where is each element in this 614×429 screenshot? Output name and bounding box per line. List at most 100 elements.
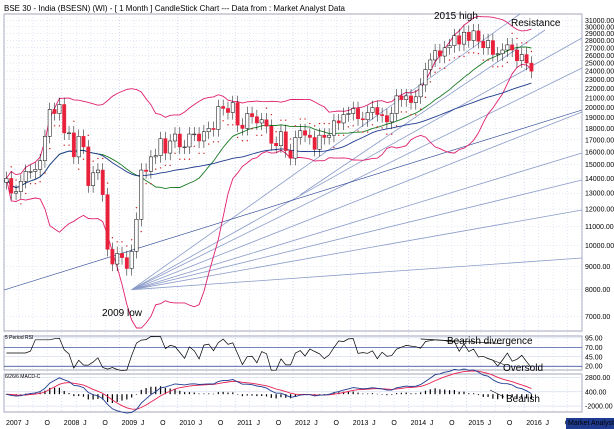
sar-dot	[63, 144, 65, 146]
candle-body	[95, 169, 100, 174]
x-tick-label: J	[314, 420, 318, 427]
macd-hist-bar	[155, 386, 157, 395]
macd-hist-bar	[68, 393, 70, 395]
candle-body	[211, 128, 216, 130]
x-tick-label: O	[160, 420, 166, 427]
sar-dot	[434, 71, 436, 73]
macd-hist-bar	[25, 393, 27, 395]
candle-body	[293, 137, 298, 159]
sar-dot	[429, 81, 431, 83]
candle-body	[375, 107, 380, 115]
candle-body	[105, 194, 110, 250]
macd-hist-bar	[106, 394, 109, 403]
macd-hist-bar	[92, 394, 94, 400]
macd-hist-bar	[212, 393, 215, 395]
macd-hist-bar	[256, 394, 258, 397]
sar-dot	[208, 143, 210, 145]
candle-body	[399, 95, 404, 100]
macd-hist-bar	[448, 390, 451, 395]
candle-body	[423, 69, 428, 86]
candle-body	[283, 131, 288, 151]
candle-body	[168, 140, 173, 154]
sar-dot	[342, 134, 345, 136]
y-tick-label: 16000.00	[585, 149, 614, 156]
candle-body	[245, 113, 250, 129]
macd-hist-bar	[53, 387, 56, 395]
macd-hist-bar	[429, 389, 431, 395]
macd-tick-label: 2800.00	[585, 375, 610, 382]
sar-dot	[487, 59, 489, 61]
rsi-tick-label: 70.00	[585, 345, 603, 352]
sar-dot	[506, 61, 509, 64]
candle-body	[47, 109, 52, 137]
sar-dot	[111, 237, 114, 239]
candle-body	[394, 95, 399, 114]
macd-hist-bar	[179, 390, 181, 395]
macd-hist-bar	[280, 394, 282, 398]
candle-body	[14, 191, 18, 194]
sar-dot	[116, 241, 118, 243]
x-tick-label: J	[372, 420, 376, 427]
sar-dot	[309, 122, 311, 125]
sar-dot	[285, 119, 287, 121]
sar-dot	[299, 118, 301, 120]
macd-hist-bar	[362, 393, 364, 395]
y-tick-label: 20000.00	[585, 105, 614, 112]
y-tick-label: 12000.00	[585, 207, 614, 214]
candle-body	[288, 150, 293, 159]
y-tick-label: 18000.00	[585, 126, 614, 133]
candle-body	[515, 49, 519, 61]
sar-dot	[260, 134, 263, 136]
candle-body	[490, 40, 495, 55]
macd-hist-bar	[49, 387, 51, 395]
rsi-tick-label: 95.00	[585, 335, 603, 342]
sar-dot	[217, 141, 220, 143]
x-tick-label: 2007	[6, 420, 22, 427]
candle-body	[466, 31, 471, 41]
sar-dot	[97, 157, 99, 160]
macd-hist-bar	[111, 394, 113, 403]
macd-hist-bar	[391, 394, 393, 395]
sar-dot	[188, 158, 191, 160]
candle-body	[524, 54, 529, 64]
candle-body	[476, 30, 481, 42]
macd-hist-bar	[318, 394, 321, 395]
macd-hist-bar	[265, 394, 268, 397]
macd-hist-bar	[439, 389, 441, 395]
sar-dot	[275, 131, 277, 133]
x-tick-label: J	[199, 420, 203, 427]
fan-line	[131, 152, 583, 291]
candle-body	[322, 134, 327, 138]
macd-hist-bar	[420, 392, 422, 395]
x-tick-label: J	[545, 420, 549, 427]
sar-dot	[482, 59, 484, 61]
candle-body	[148, 156, 153, 172]
macd-hist-bar	[410, 393, 412, 395]
candle-body	[471, 30, 476, 41]
candle-body	[486, 40, 491, 49]
sar-dot	[376, 126, 378, 128]
candle-body	[495, 53, 500, 55]
macd-hist-bar	[487, 394, 489, 397]
candle-body	[221, 106, 226, 109]
candle-body	[433, 50, 438, 61]
macd-hist-bar	[468, 393, 470, 395]
macd-hist-bar	[270, 394, 272, 398]
sar-dot	[155, 168, 157, 170]
macd-hist-bar	[415, 393, 417, 395]
sar-dot	[145, 183, 147, 185]
candle-body	[71, 132, 76, 158]
y-tick-label: 14000.00	[585, 176, 614, 183]
macd-hist-bar	[453, 389, 455, 395]
sar-dot	[333, 146, 335, 149]
y-tick-label: 24000.00	[585, 69, 614, 76]
candle-body	[124, 257, 129, 269]
candle-body	[317, 134, 322, 150]
macd-hist-bar	[116, 394, 118, 402]
sar-dot	[419, 108, 422, 110]
sar-dot	[458, 55, 460, 58]
sar-dot	[472, 52, 475, 54]
sar-dot	[150, 183, 152, 185]
y-tick-label: 13000.00	[585, 191, 614, 198]
macd-hist-bar	[34, 392, 36, 395]
